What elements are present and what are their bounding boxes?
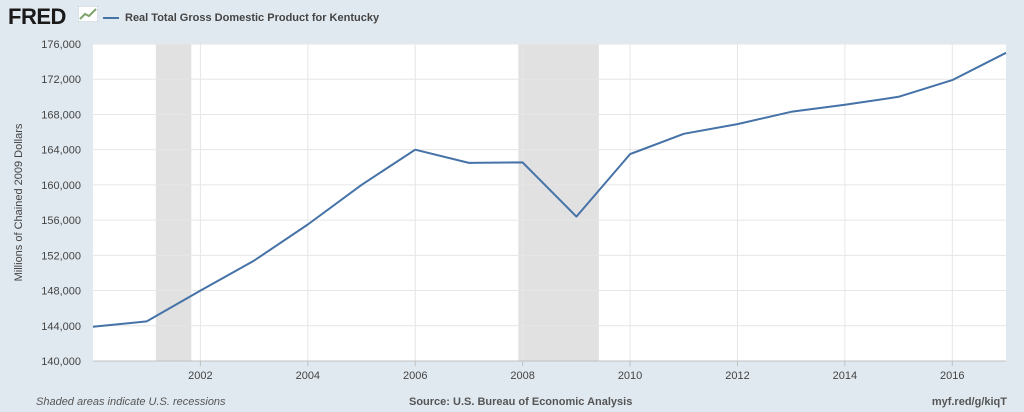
y-tick-label: 140,000 <box>41 356 81 368</box>
short-url-link[interactable]: myf.red/g/kiqT <box>931 396 1007 408</box>
chart-header: FRED Real Total Gross Domestic Product f… <box>0 0 1024 36</box>
y-tick-label: 176,000 <box>41 39 81 51</box>
x-tick-label: 2002 <box>188 370 212 382</box>
y-tick-label: 156,000 <box>41 215 81 227</box>
y-tick-label: 152,000 <box>41 250 81 262</box>
recession-band <box>155 44 192 361</box>
x-tick-label: 2006 <box>403 370 427 382</box>
y-tick-label: 164,000 <box>41 145 81 157</box>
recession-band <box>518 44 599 361</box>
y-tick-label: 168,000 <box>41 109 81 121</box>
y-tick-label: 144,000 <box>41 321 81 333</box>
y-tick-label: 172,000 <box>41 74 81 86</box>
x-tick-label: 2008 <box>510 370 534 382</box>
source-note: Source: U.S. Bureau of Economic Analysis <box>409 396 633 408</box>
x-tick-label: 2012 <box>725 370 749 382</box>
fred-logo[interactable]: FRED <box>8 4 66 29</box>
series-line <box>92 51 1007 328</box>
legend-swatch <box>103 17 119 19</box>
recession-note: Shaded areas indicate U.S. recessions <box>36 396 226 408</box>
legend-series-label: Real Total Gross Domestic Product for Ke… <box>125 12 380 24</box>
y-axis-title: Millions of Chained 2009 Dollars <box>13 123 25 281</box>
legend: Real Total Gross Domestic Product for Ke… <box>103 12 379 24</box>
trend-chart-icon <box>78 6 98 22</box>
y-tick-label: 160,000 <box>41 180 81 192</box>
y-tick-label: 148,000 <box>41 286 81 298</box>
x-tick-label: 2010 <box>618 370 642 382</box>
x-tick-label: 2014 <box>833 370 857 382</box>
x-tick-label: 2004 <box>296 370 320 382</box>
x-tick-label: 2016 <box>940 370 964 382</box>
